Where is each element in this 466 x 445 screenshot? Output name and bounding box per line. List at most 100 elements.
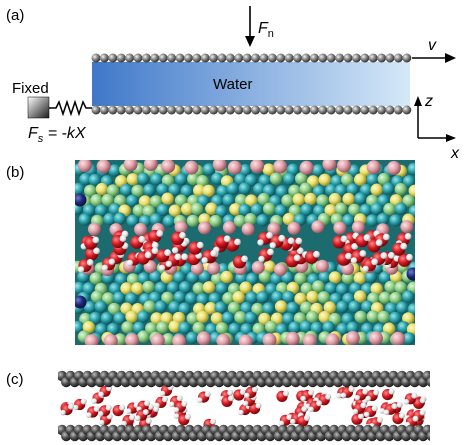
mica-atom — [245, 272, 259, 286]
mica-atom — [180, 202, 194, 216]
mica-atom — [208, 292, 221, 305]
water-hydrogen — [296, 247, 304, 255]
mica-atom — [90, 290, 104, 303]
mica-atom — [95, 204, 108, 217]
wall-bead — [259, 53, 269, 63]
water-hydrogen — [404, 233, 412, 240]
mica-ion — [222, 221, 236, 234]
mica-atom — [161, 291, 174, 304]
water-hydrogen — [382, 233, 390, 241]
mica-atom — [324, 204, 337, 217]
wall-bead — [293, 53, 303, 63]
wall-bead — [276, 105, 286, 115]
mica-ion — [267, 222, 281, 236]
mica-atom — [336, 300, 349, 313]
water-hydrogen — [376, 416, 383, 423]
mica-ion — [134, 222, 148, 236]
water-hydrogen — [278, 420, 285, 427]
wall-bead — [259, 105, 269, 115]
mica-ion — [250, 160, 265, 173]
wall-bead — [150, 53, 160, 63]
wall-bead — [91, 105, 101, 115]
mica-atom — [202, 184, 215, 197]
water-hydrogen — [359, 250, 367, 257]
mica-atom — [389, 311, 402, 325]
mica-atom — [107, 322, 120, 336]
water-hydrogen — [68, 403, 74, 410]
mica-atom — [215, 205, 228, 218]
wall-bead — [402, 53, 412, 63]
mica-atom — [229, 203, 242, 216]
mica-ion — [311, 220, 325, 234]
mica-atom — [75, 320, 84, 334]
mica-atom — [370, 202, 383, 215]
mica-atom — [262, 302, 275, 315]
mica-atom — [143, 183, 156, 197]
mica-ion — [302, 333, 317, 345]
mica-atom — [354, 310, 367, 323]
mica-ion — [333, 221, 347, 235]
mica-atom — [244, 311, 257, 324]
mica-atom — [385, 302, 398, 315]
water-hydrogen — [77, 266, 85, 273]
mica-atom — [300, 301, 313, 314]
mica-atom — [113, 212, 127, 225]
z-axis-label: z — [424, 93, 433, 110]
mica-atom — [394, 183, 407, 196]
mica-atom — [186, 331, 199, 344]
wall-bead — [133, 53, 143, 63]
water-hydrogen — [159, 390, 166, 397]
mica-atom — [187, 172, 200, 186]
water-hydrogen — [153, 406, 160, 413]
water-hydrogen — [419, 409, 426, 416]
mica-atom — [220, 270, 233, 284]
mica-atom — [245, 291, 258, 304]
graphite-bottom-wall — [58, 424, 430, 442]
water-hydrogen — [290, 418, 296, 425]
mica-atom — [348, 203, 361, 216]
mica-atom — [186, 214, 200, 227]
water-hydrogen — [164, 249, 172, 257]
water-hydrogen — [119, 404, 126, 411]
water-hydrogen — [93, 406, 100, 412]
water-hydrogen — [295, 237, 303, 245]
wall-bead — [116, 105, 126, 115]
water-hydrogen — [266, 232, 273, 239]
mica-atom — [222, 193, 235, 207]
water-hydrogen — [383, 409, 390, 416]
wall-bead — [158, 53, 168, 63]
wall-bead — [335, 53, 345, 63]
mica-atom — [83, 300, 97, 314]
mica-atom — [234, 311, 247, 324]
mica-atom — [173, 271, 186, 284]
water-hydrogen — [313, 250, 320, 258]
mica-atom — [244, 213, 257, 226]
mica-atom — [94, 300, 108, 313]
mica-atom — [310, 321, 323, 335]
water-hydrogen — [142, 409, 149, 416]
wall-bead — [267, 105, 277, 115]
water-hydrogen — [210, 249, 218, 257]
mica-atom — [131, 184, 144, 197]
wall-bead — [108, 53, 118, 63]
mica-ion — [345, 331, 360, 345]
mica-ion — [238, 334, 253, 345]
wall-bead — [402, 105, 412, 115]
wall-bead — [91, 53, 101, 63]
mica-atom — [211, 272, 224, 285]
water-hydrogen — [336, 392, 342, 399]
water-hydrogen — [375, 239, 383, 247]
mica-atom — [196, 175, 209, 188]
mica-atom — [78, 213, 92, 226]
mica-atom — [126, 194, 139, 207]
mica-atom — [263, 202, 276, 215]
mica-atom — [204, 302, 217, 315]
water-hydrogen — [173, 413, 180, 419]
mica-ion — [143, 160, 158, 171]
mica-atom — [161, 333, 175, 345]
wall-bead — [217, 53, 227, 63]
mica-atom — [389, 291, 402, 305]
mica-atom — [334, 202, 348, 215]
water-hydrogen — [251, 386, 258, 393]
mica-atom — [196, 293, 209, 306]
